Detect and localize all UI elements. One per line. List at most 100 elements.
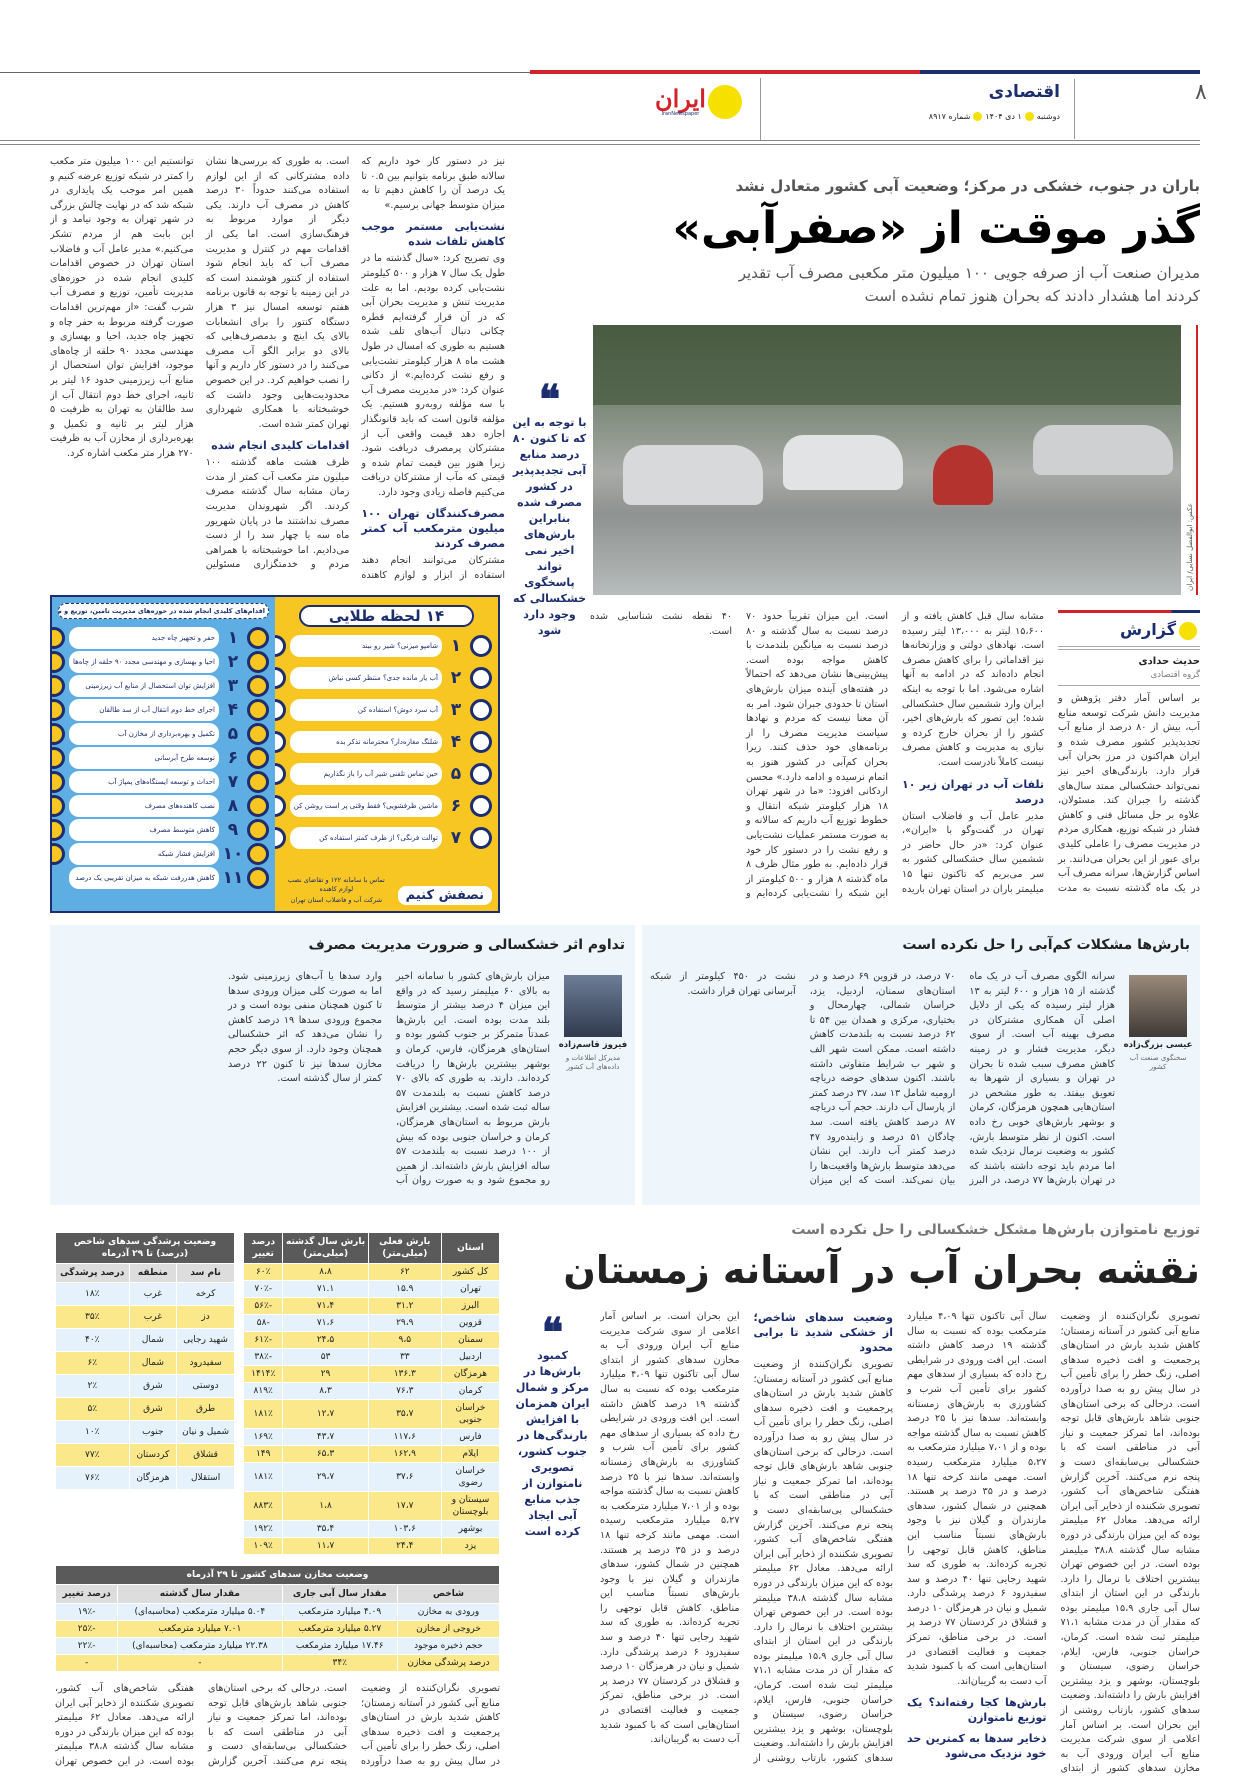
table-cell: ۱۴۱۴٪ [242,1365,284,1383]
action-icon [52,627,66,649]
table-cell: -۵۶٪ [242,1297,284,1315]
trees-shape [593,325,1181,405]
table-cell: ۱۷،۷ [367,1491,442,1521]
action-number: ۴ [227,700,239,720]
subheading: تلفات آب در تهران زیر ۱۰ درصد [902,777,1044,806]
table-cell: غرب [128,1282,178,1306]
action-item: ۱۴نصب کنتورهای هوشمند [52,673,66,699]
lead-headline: گذر موقت از «صفرآبی» [672,203,1200,254]
action-label: تکمیل و بهره‌برداری از مخازن آب [69,723,219,745]
person-photo [564,975,622,1037]
action-item: ۲۰ترویج فرهنگ مصرف بهینه [52,817,66,843]
subheading: مصرف‌کنندگان تهران ۱۰۰ میلیون مترمکعب آب… [361,507,505,551]
logo-text: ایران IranNewspaper [655,87,706,118]
actions-grid: ۱ حفر و تجهیز چاه جدید ۲ احیا و بهسازی و مه… [52,625,269,889]
table-cell: بوشهر [440,1520,500,1538]
action-icon [247,627,269,649]
column-header: مقدار سال آبی جاری [281,1584,399,1604]
table-cell: سفیدرود [176,1351,235,1375]
table-cell: جنوب [128,1420,178,1444]
bottom-quote: ❝ کمبود بارش‌ها در مرکز و شمال ایران همز… [515,1313,590,1540]
table-row: یزد ۲۴،۴ ۱۱،۷ ۱۰۹٪ [242,1537,500,1555]
table-cell: کل کشور [440,1263,500,1281]
table-row: تهران ۱۵.۹ ۷۱.۱ -۷۰٪ [242,1280,500,1298]
table-cell: ۷۱،۶ [282,1314,369,1332]
report-rule [1058,646,1200,650]
table-cell: ایلام [440,1445,500,1463]
table-cell: خراسان جنوبی [440,1399,500,1429]
paragraph: میزان بارش‌های کشور با سامانه اخیر به با… [228,971,550,1187]
infographic-company: شرکت آب و فاضلاب استان تهران [290,896,383,904]
column-header: منطقه [128,1263,178,1283]
bottom-body-columns: تصویری نگران‌کننده از وضعیت منابع آبی کش… [600,1310,1200,1780]
paragraph: سرانه الگوی مصرف آب در یک ماه گذشته از ۱… [650,971,1115,1187]
mid-right-heading: بارش‌ها مشکلات کم‌آبی را حل نکرده است [902,937,1190,953]
tip-number: ۷ [450,828,462,848]
table-cell: ۳۱.۲ [367,1297,442,1315]
infographic-actions-panel: اقدام‌های کلیدی انجام شده در حوزه‌های مد… [52,597,275,911]
table-cell: غرب [128,1305,178,1329]
tip-item: ۴ شلنگ مغازه‌دار؟ محترمانه تذکر بده [289,729,492,755]
action-number: ۲ [227,652,239,672]
table-row: دز غرب ۳۵٪ [55,1305,235,1329]
photo-credit: عکس: ابوالفضل نسایی/ ایران [1185,503,1194,591]
table-cell: ۷۷٪ [55,1443,130,1467]
tip-label: شامپو میزنی؟ شیر رو ببند [289,635,442,657]
table-cell: البرز [440,1297,500,1315]
action-label: احداث و توسعه ایستگاه‌های پمپاژ آب [69,771,219,793]
table-cell: ۳۵،۷ [367,1399,442,1429]
action-item: ۱۵اعطای پرچم‌سبز خوش‌مصرفی [52,697,66,723]
action-icon [247,867,269,889]
table-row: شهید رجایی شمال ۴۰٪ [55,1328,235,1352]
infographic-footer-block: تماس با سامانه ۱۲۲ و تقاضای نصب لوازم کا… [281,876,392,905]
action-icon [247,747,269,769]
action-icon [52,675,66,697]
action-number: ۱ [227,628,239,648]
bottom-headline: نقشه بحران آب در آستانه زمستان [563,1248,1200,1292]
dam-table-title: وضعیت پرشدگی سدهای شاخص (درصد) تا ۲۹ آذر… [55,1232,235,1264]
logo: ایران IranNewspaper [655,85,742,119]
action-icon [52,843,66,865]
table-cell: هرمزگان [128,1466,178,1490]
action-item: ۱ حفر و تجهیز چاه جدید [69,625,269,651]
table-row: بوشهر ۱۰۳،۶ ۳۵،۴ ۱۹۲٪ [242,1520,500,1538]
tip-item: ۶ ماشین ظرفشویی؟ فقط وقتی پر است روشن کن [289,793,492,819]
table-cell: - [117,1654,283,1672]
table-cell: تهران [440,1280,500,1298]
action-label: نصب کاهنده‌های مصرف [69,795,219,817]
quote-text: کمبود بارش‌ها در مرکز و شمال ایران همزما… [515,1349,590,1538]
infographic: ۱۴ لحظه طلایی ۱ شامپو میزنی؟ شیر رو ببند ۸… [50,595,500,913]
table-cell: ۱۶۲،۹ [367,1445,442,1463]
action-item: ۱۸تکمیل و بهره‌برداری از تصفه‌خانه آب [52,769,66,795]
action-number: ۷ [227,772,239,792]
table-row: فارس ۱۱۷،۶ ۴۳،۷ ۱۶۹٪ [242,1428,500,1446]
action-item: ۱۷ایجاد محدودیت و قطع موقت [52,745,66,771]
quote-icon: ❝ [538,376,561,423]
header-section-box [930,79,1075,139]
column-header: بارش سال گذشته (میلی‌متر) [282,1232,369,1264]
tip-icon [470,731,492,753]
table-cell: ۱۱۷،۶ [367,1428,442,1446]
header-divider [760,78,761,140]
table-cell: ۴۳،۷ [282,1428,369,1446]
date: ۱ دی ۱۴۰۴ [985,112,1022,121]
infographic-footer: تماس با سامانه ۱۲۲ و تقاضای نصب لوازم کا… [287,876,385,893]
action-icon [52,651,66,673]
paragraph: مشترکان می‌توانند انجام دهند استفاده از … [205,156,505,582]
car-shape [623,445,763,505]
infographic-tips-panel: ۱۴ لحظه طلایی ۱ شامپو میزنی؟ شیر رو ببند ۸… [93,597,498,911]
table-row: سفیدرود شمال ۶٪ [55,1351,235,1375]
report-box: گزارش حدیث حدادی گروه اقتصادی [1058,610,1200,692]
header-double-rule [0,140,1200,141]
action-icon [52,819,66,841]
table-cell: ۱۳۶.۳ [367,1365,442,1383]
table-cell: ۲۲.۳۸ میلیارد مترمکعب (محاسبه‌ای) [117,1637,283,1655]
tip-icon [470,827,492,849]
section-title: اقتصادی [988,82,1060,102]
tip-number: ۵ [450,764,462,784]
action-label: توسعه طرح آبرسانی [69,747,219,769]
action-icon [52,771,66,793]
table-cell: ۱۲،۷ [282,1399,369,1429]
tip-item: ۳ آب سرد دوش؟ استفاده کن [289,697,492,723]
table-cell: ۱۸۱٪ [242,1462,284,1492]
